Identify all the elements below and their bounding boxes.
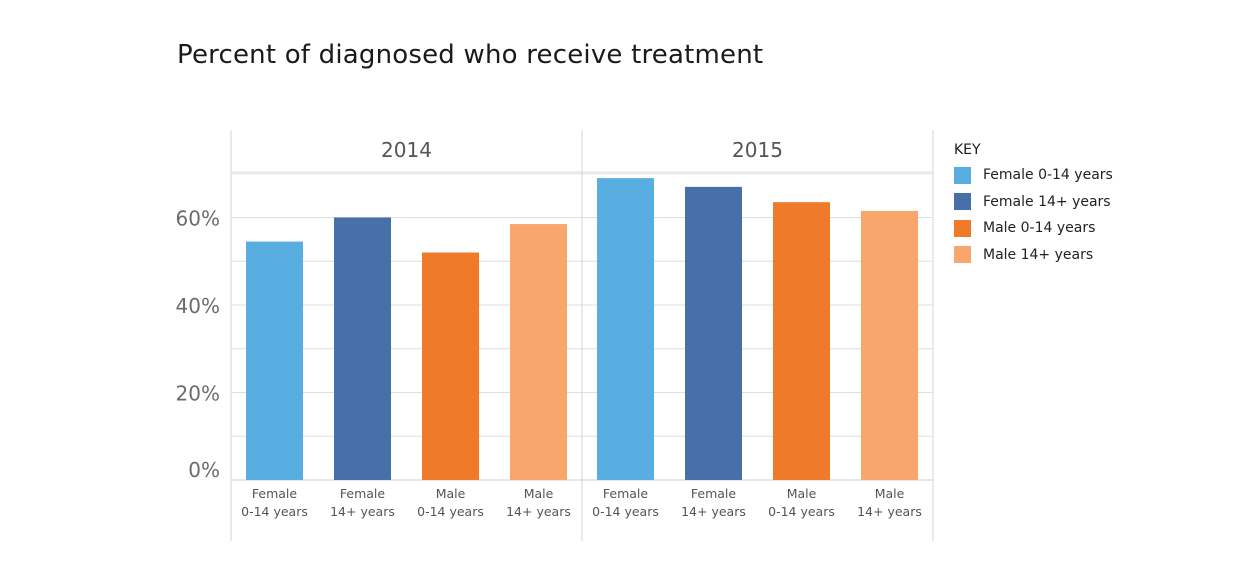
bar bbox=[422, 252, 479, 480]
y-tick-label: 0% bbox=[188, 458, 220, 482]
x-tick-label: 14+ years bbox=[857, 504, 922, 519]
bar bbox=[334, 217, 391, 480]
chart-title: Percent of diagnosed who receive treatme… bbox=[177, 40, 764, 70]
bar bbox=[773, 202, 830, 480]
legend-swatch bbox=[954, 246, 971, 264]
bar bbox=[861, 210, 918, 480]
legend-label: Male 0-14 years bbox=[983, 220, 1096, 237]
x-tick-label: Male bbox=[787, 486, 817, 501]
legend-item: Male 14+ years bbox=[954, 242, 1113, 269]
legend-item: Female 0-14 years bbox=[954, 162, 1113, 189]
x-tick-label: 0-14 years bbox=[768, 504, 835, 519]
x-tick-label: Male bbox=[524, 486, 554, 501]
x-tick-label: 14+ years bbox=[330, 504, 395, 519]
legend-swatch bbox=[954, 193, 971, 211]
bar bbox=[246, 241, 303, 480]
y-tick-label: 60% bbox=[176, 207, 220, 231]
x-tick-label: 0-14 years bbox=[241, 504, 308, 519]
legend-swatch bbox=[954, 166, 971, 184]
x-tick-label: Male bbox=[875, 486, 905, 501]
bar bbox=[685, 186, 742, 480]
legend-title: KEY bbox=[954, 142, 981, 158]
legend-label: Female 0-14 years bbox=[983, 167, 1113, 184]
legend-items: Female 0-14 years Female 14+ years Male 0-… bbox=[954, 162, 1113, 268]
x-tick-label: 0-14 years bbox=[417, 504, 484, 519]
bar bbox=[510, 224, 567, 480]
legend-label: Male 14+ years bbox=[983, 246, 1094, 263]
y-tick-label: 20% bbox=[176, 382, 220, 406]
bar bbox=[597, 178, 654, 480]
y-tick-label: 40% bbox=[176, 294, 220, 318]
x-tick-label: Female bbox=[340, 486, 386, 501]
legend-label: Female 14+ years bbox=[983, 193, 1111, 210]
x-tick-label: 14+ years bbox=[506, 504, 571, 519]
x-tick-label: Female bbox=[691, 486, 737, 501]
panel-label: 2014 bbox=[381, 138, 432, 162]
panel-label: 2015 bbox=[732, 138, 783, 162]
legend-item: Female 14+ years bbox=[954, 189, 1113, 216]
legend: KEY Female 0-14 years Female 14+ years Mal… bbox=[954, 142, 1113, 268]
x-tick-label: Female bbox=[603, 486, 649, 501]
x-tick-label: 0-14 years bbox=[592, 504, 659, 519]
x-tick-label: 14+ years bbox=[681, 504, 746, 519]
legend-item: Male 0-14 years bbox=[954, 215, 1113, 242]
x-tick-label: Male bbox=[436, 486, 466, 501]
legend-swatch bbox=[954, 219, 971, 237]
x-tick-label: Female bbox=[252, 486, 298, 501]
